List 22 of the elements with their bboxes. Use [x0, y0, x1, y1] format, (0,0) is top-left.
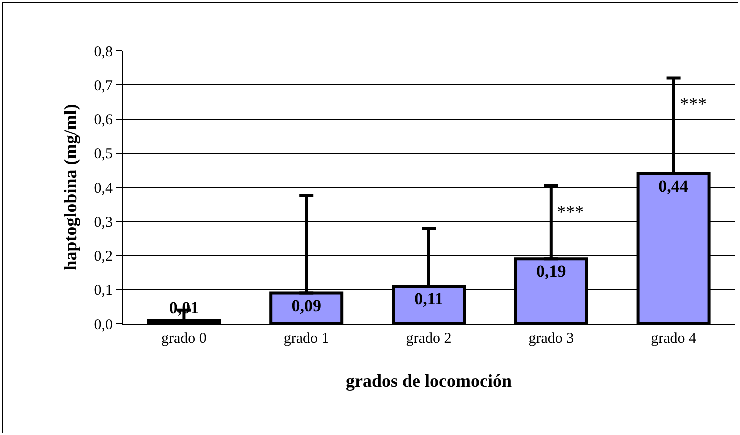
data-label: 0,09 — [292, 296, 322, 316]
x-tick-label: grado 2 — [406, 331, 452, 347]
y-tick-label: 0,1 — [94, 283, 113, 300]
x-tick-label: grado 4 — [651, 331, 697, 347]
y-tick-label: 0,3 — [94, 214, 113, 231]
annotation: *** — [557, 202, 584, 222]
y-tick-label: 0,8 — [94, 44, 113, 60]
x-tick-label: grado 1 — [284, 331, 330, 347]
y-tick-label: 0,2 — [94, 249, 113, 265]
y-tick-label: 0,4 — [94, 180, 114, 197]
annotation: *** — [680, 94, 707, 114]
y-axis-title: haptoglobina (mg/ml) — [60, 104, 80, 271]
y-tick-label: 0,6 — [94, 112, 114, 128]
x-tick-label: grado 0 — [161, 331, 207, 347]
y-tick-label: 0,7 — [94, 78, 114, 94]
data-label: 0,44 — [658, 176, 689, 196]
y-tick-label: 0,5 — [94, 146, 113, 163]
y-tick-label: 0,0 — [94, 317, 113, 334]
data-label: 0,11 — [414, 289, 444, 308]
x-tick-label: grado 3 — [528, 331, 574, 347]
x-axis-title: grados de locomoción — [346, 371, 512, 392]
data-label: 0,19 — [536, 262, 566, 282]
